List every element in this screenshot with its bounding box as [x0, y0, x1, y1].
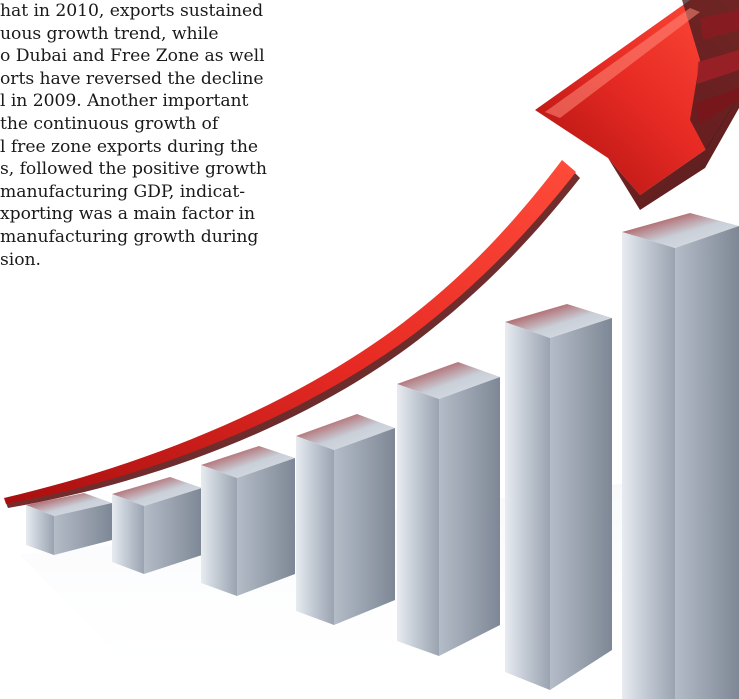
text-line: sion.: [0, 249, 41, 270]
bar-3: [201, 446, 295, 596]
bar-2: [112, 477, 202, 574]
text-line: l free zone exports during the: [0, 136, 259, 157]
text-line: manufacturing GDP, indicat-: [0, 181, 245, 202]
bar-4: [296, 414, 395, 625]
bar-group: [26, 213, 739, 699]
bar-5: [397, 362, 500, 656]
text-line: l in 2009. Another important: [0, 91, 249, 112]
text-line: hat in 2010, exports sustained: [0, 1, 264, 21]
text-line: uous growth trend, while: [0, 23, 219, 44]
text-line: orts have reversed the decline: [0, 68, 264, 89]
bar-6: [505, 304, 612, 690]
text-line: o Dubai and Free Zone as well: [0, 46, 265, 67]
text-line: the continuous growth of: [0, 113, 219, 134]
text-line: s, followed the positive growth: [0, 159, 267, 180]
text-line: xporting was a main factor in: [0, 204, 256, 225]
growth-arrow: [4, 0, 739, 508]
bar-7: [622, 213, 739, 699]
text-line: manufacturing growth during: [0, 226, 259, 247]
body-paragraph: hat in 2010, exports sustained uous grow…: [0, 0, 460, 271]
bar-1: [26, 493, 112, 555]
